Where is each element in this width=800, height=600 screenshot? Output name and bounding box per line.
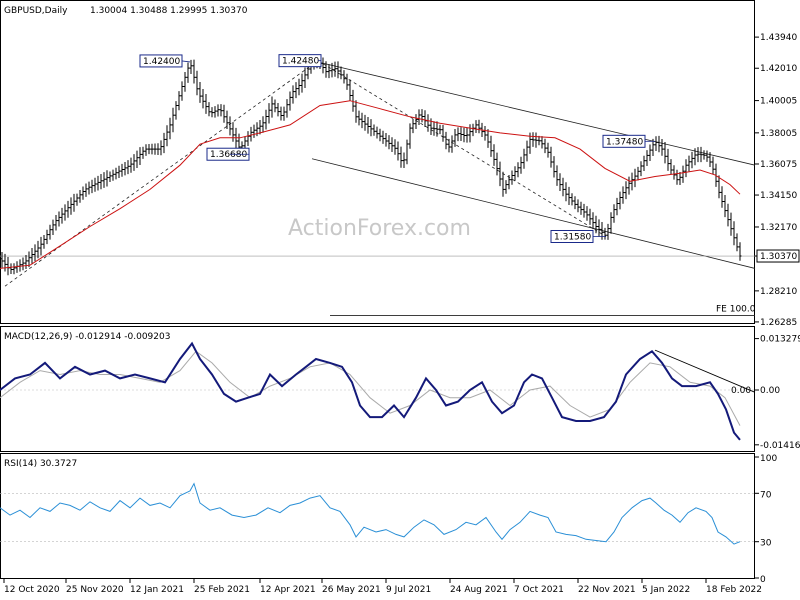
price-label-0: 1.42400 xyxy=(143,57,180,67)
price-y-tick-label: 1.26285 xyxy=(760,318,797,328)
x-tick-label: 26 May 2021 xyxy=(322,585,381,595)
axis-layer: 1.43940 1.42010 1.40005 1.38005 1.36075 1.341… xyxy=(3,33,800,595)
price-y-tick-label: 1.38005 xyxy=(760,129,797,139)
x-tick-label: 24 Aug 2021 xyxy=(450,585,508,595)
price-label-3: 1.37480 xyxy=(606,137,643,147)
price-layer: FE 100.0 1.42400 1.42480 1.36680 1.37480 1.31… xyxy=(0,54,756,316)
rsi-y-tick-label: 30 xyxy=(760,539,772,549)
macd-y-tick-label: 0.00 xyxy=(760,386,780,396)
x-tick-label: 12 Oct 2020 xyxy=(4,585,60,595)
x-tick-label: 25 Nov 2020 xyxy=(66,585,124,595)
rsi-y-tick-label: 70 xyxy=(760,490,772,500)
macd-layer xyxy=(0,341,756,441)
price-title: GBPUSD,Daily xyxy=(4,6,68,16)
price-y-tick-label: 1.34150 xyxy=(760,191,797,201)
rsi-y-tick-label: 100 xyxy=(760,454,777,464)
rsi-title: RSI(14) 30.3727 xyxy=(4,459,77,469)
price-y-tick-label: 1.43940 xyxy=(760,33,797,43)
price-panel-frame xyxy=(0,0,755,324)
price-y-tick-label: 1.42010 xyxy=(760,64,797,74)
x-tick-label: 5 Jan 2022 xyxy=(642,585,690,595)
price-y-tick-label: 1.28210 xyxy=(760,287,797,297)
macd-y-tick-label: -0.014161 xyxy=(760,441,800,451)
dashed-falling-trendline xyxy=(317,60,607,237)
price-y-tick-label: 1.32170 xyxy=(760,223,797,233)
macd-line xyxy=(0,341,741,441)
x-tick-label: 12 Jan 2021 xyxy=(130,585,184,595)
rsi-line xyxy=(0,482,741,545)
price-label-2: 1.36680 xyxy=(210,150,247,160)
price-label-1: 1.42480 xyxy=(282,57,319,67)
dashed-rising-trendline xyxy=(4,60,319,287)
channel-lower-line xyxy=(311,158,756,269)
macd-trendline xyxy=(654,349,756,393)
channel-upper-line xyxy=(311,60,756,166)
rsi-y-tick-label: 0 xyxy=(760,575,766,585)
x-tick-label: 9 Jul 2021 xyxy=(386,585,431,595)
price-label-connector xyxy=(181,60,191,63)
x-tick-label: 22 Nov 2021 xyxy=(578,585,636,595)
price-label-4: 1.31580 xyxy=(554,232,591,242)
x-tick-label: 12 Apr 2021 xyxy=(260,585,316,595)
macd-title: MACD(12,26,9) -0.012914 -0.009203 xyxy=(4,332,170,342)
x-tick-label: 25 Feb 2021 xyxy=(194,585,250,595)
macd-panel-frame xyxy=(0,326,755,452)
x-tick-label: 18 Feb 2022 xyxy=(706,585,762,595)
price-y-tick-label: 1.36075 xyxy=(760,160,797,170)
watermark: ActionForex.com xyxy=(288,216,471,241)
macd-zero-label: 0.00 xyxy=(731,386,751,396)
price-y-tick-label: 1.30370 xyxy=(760,252,797,262)
rsi-layer xyxy=(0,482,755,545)
moving-average-line xyxy=(0,100,741,269)
rsi-panel-frame xyxy=(0,453,755,579)
current-price-box xyxy=(756,249,800,263)
price-y-tick-label: 1.40005 xyxy=(760,97,797,107)
ohlc-header: 1.30004 1.30488 1.29995 1.30370 xyxy=(90,6,248,16)
x-tick-label: 7 Oct 2021 xyxy=(514,585,564,595)
fe-label: FE 100.0 xyxy=(716,305,756,315)
macd-y-tick-label: 0.013279 xyxy=(760,335,800,345)
